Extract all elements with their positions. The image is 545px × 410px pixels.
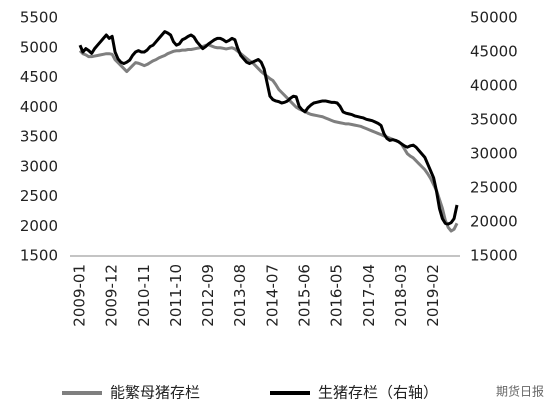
y2-tick-label: 50000 [470,9,518,27]
y2-tick-label: 40000 [470,77,518,95]
x-tick-label: 2009-01 [71,264,89,327]
x-tick-label: 2015-06 [296,264,314,327]
legend-label: 能繁母猪存栏 [110,384,200,402]
y-tick-label: 4500 [20,68,58,86]
y2-tick-label: 15000 [470,247,518,265]
legend-label: 生猪存栏（右轴） [318,384,438,402]
y-tick-label: 2500 [20,187,58,205]
x-tick-label: 2012-09 [199,264,217,327]
watermark: 期货日报 [496,384,544,399]
y-tick-label: 5500 [20,9,58,27]
x-tick-label: 2018-03 [392,264,410,327]
y-tick-label: 5000 [20,38,58,56]
y2-tick-label: 45000 [470,43,518,61]
y-tick-label: 4000 [20,98,58,116]
y2-tick-label: 25000 [470,179,518,197]
series-line [78,30,459,226]
x-tick-label: 2019-02 [424,264,442,327]
x-tick-label: 2014-07 [263,264,281,327]
x-tick-label: 2013-08 [231,264,249,327]
y2-tick-label: 30000 [470,145,518,163]
y-tick-label: 2000 [20,217,58,235]
y2-tick-label: 35000 [470,111,518,129]
series-line [78,43,459,233]
x-tick-label: 2010-11 [135,264,153,327]
x-tick-label: 2011-10 [167,264,185,327]
x-tick-label: 2017-04 [360,264,378,327]
y2-tick-label: 20000 [470,213,518,231]
y-tick-label: 1500 [20,247,58,265]
y-tick-label: 3500 [20,128,58,146]
y-tick-label: 3000 [20,157,58,175]
x-tick-label: 2009-12 [103,264,121,327]
x-tick-label: 2016-05 [328,264,346,327]
